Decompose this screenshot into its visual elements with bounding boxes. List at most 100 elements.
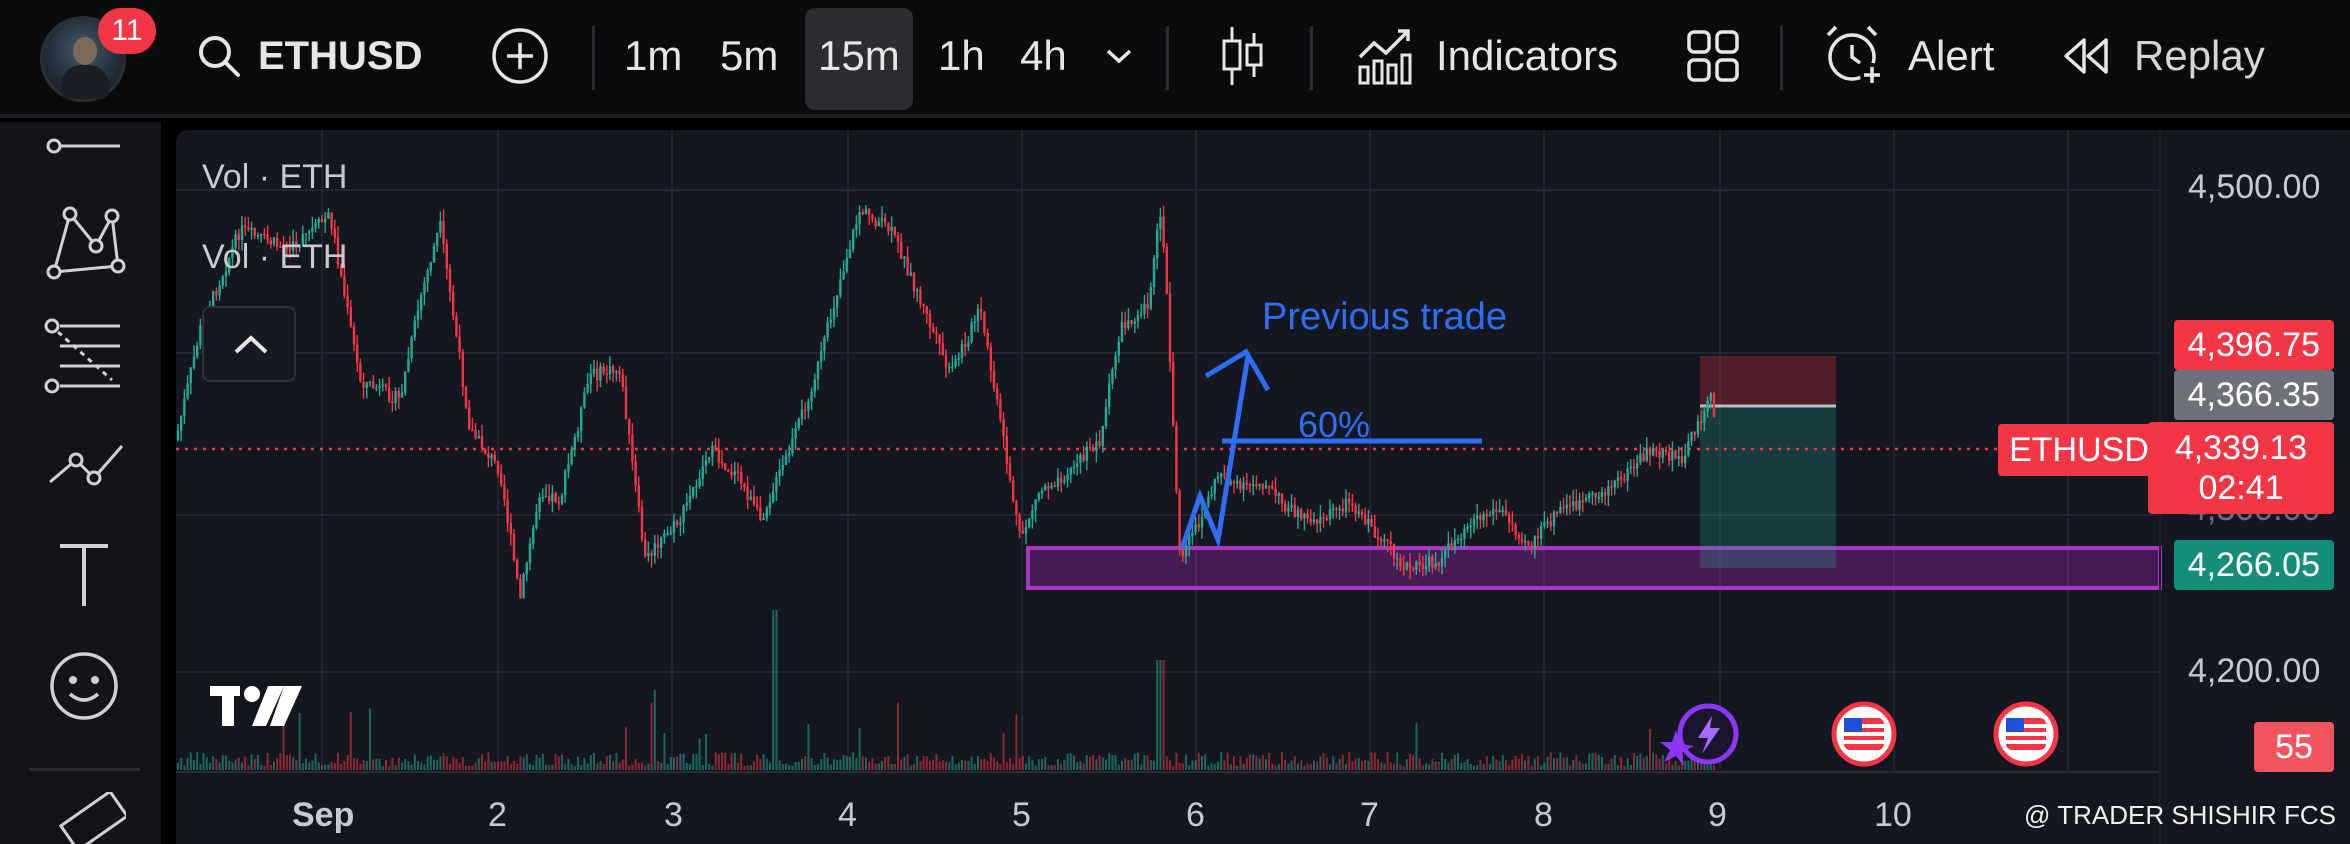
pattern-tool-icon[interactable] xyxy=(42,200,126,284)
path-tool-icon[interactable] xyxy=(42,424,126,508)
volume-bar xyxy=(394,765,397,770)
volume-bar xyxy=(1578,761,1581,770)
chart-type-button[interactable] xyxy=(1220,0,1266,112)
volume-bar xyxy=(209,762,211,770)
stop-price-tag[interactable]: 4,396.75 xyxy=(2173,320,2334,370)
percent-label[interactable]: 60% xyxy=(1298,404,1371,445)
volume-bar xyxy=(903,756,906,770)
candle-body xyxy=(663,533,666,538)
watermark-text: @ TRADER SHISHIR FCS xyxy=(2024,800,2336,830)
volume-value-tag[interactable]: 55 xyxy=(2254,722,2334,772)
demand-zone[interactable] xyxy=(1026,546,2162,590)
take-profit-zone[interactable] xyxy=(1700,406,1836,568)
symbol-search-button[interactable]: ETHUSD xyxy=(196,0,422,112)
avatar-head xyxy=(73,37,97,65)
volume-bar xyxy=(781,764,784,770)
text-tool-icon[interactable] xyxy=(42,532,126,616)
volume-bar xyxy=(1607,763,1610,770)
grid-lines xyxy=(176,130,2160,770)
previous-trade-arrow[interactable] xyxy=(1179,355,1251,550)
volume-bar xyxy=(1047,765,1050,770)
volume-bar xyxy=(391,758,394,770)
candle-body xyxy=(1159,216,1162,230)
volume-bar xyxy=(1034,765,1037,770)
candle-body xyxy=(682,505,685,523)
candle-body xyxy=(1543,522,1546,527)
volume-bar xyxy=(765,758,768,770)
candle-body xyxy=(848,249,852,259)
candle-body xyxy=(1434,562,1437,568)
indicators-button[interactable]: Indicators xyxy=(1356,0,1618,112)
candle-body xyxy=(829,319,832,323)
candle-body xyxy=(695,486,698,488)
volume-bar xyxy=(775,610,778,770)
current-price-tag[interactable]: 4,339.13 02:41 xyxy=(2148,422,2334,514)
volume-bar xyxy=(1213,764,1216,770)
candle-body xyxy=(1671,450,1674,461)
volume-bar xyxy=(1684,761,1687,770)
fib-tool-icon[interactable] xyxy=(42,312,126,396)
candle-body xyxy=(711,445,714,458)
stop-loss-zone[interactable] xyxy=(1700,356,1836,406)
candle-body xyxy=(1335,508,1338,510)
volume-bar xyxy=(817,764,819,770)
volume-bar xyxy=(1437,761,1440,770)
candle-body xyxy=(877,221,880,227)
symbol-price-tag[interactable]: ETHUSD xyxy=(1998,424,2160,476)
candle-body xyxy=(1216,476,1220,479)
timeframe-dropdown[interactable] xyxy=(1104,0,1134,112)
volume-bar xyxy=(551,764,554,770)
volume-bar xyxy=(1482,764,1485,770)
volume-bar xyxy=(849,757,851,770)
ruler-icon[interactable] xyxy=(42,792,126,844)
candle-body xyxy=(896,235,900,242)
volume-bar xyxy=(1613,755,1616,770)
volume-bar xyxy=(1677,765,1680,770)
volume-bar xyxy=(487,752,490,770)
candle-body xyxy=(1130,320,1133,324)
volume-bar xyxy=(871,757,874,770)
emoji-tool-icon[interactable] xyxy=(42,644,126,728)
timeframe-1m[interactable]: 1m xyxy=(624,32,683,79)
line-tool-icon[interactable] xyxy=(42,132,126,162)
candle-body xyxy=(1504,510,1508,515)
timeframe-5m[interactable]: 5m xyxy=(720,32,779,79)
timeframe-15m[interactable]: 15m xyxy=(818,32,900,79)
volume-bar xyxy=(1293,755,1296,770)
candle-body xyxy=(1712,393,1716,417)
entry-price-tag[interactable]: 4,366.35 xyxy=(2173,370,2334,420)
volume-bar xyxy=(1210,763,1213,770)
candle-body xyxy=(839,279,842,296)
candle-body xyxy=(656,543,660,548)
target-price-tag[interactable]: 4,266.05 xyxy=(2173,540,2334,590)
replay-button[interactable]: Replay xyxy=(2062,0,2265,112)
volume-legend[interactable]: Vol · ETH xyxy=(202,238,348,276)
candle-body xyxy=(1149,287,1152,309)
timeframe-4h[interactable]: 4h xyxy=(1020,32,1067,79)
candle-body xyxy=(1594,493,1597,498)
candle-body xyxy=(1002,419,1005,437)
layouts-button[interactable] xyxy=(1686,0,1740,112)
volume-bar xyxy=(375,758,378,770)
volume-bar xyxy=(378,759,381,770)
compare-add-button[interactable] xyxy=(490,0,550,112)
candle-body xyxy=(314,223,317,228)
lightning-event-icon[interactable] xyxy=(1660,703,1739,766)
collapse-legend-button[interactable] xyxy=(202,306,296,382)
volume-bar xyxy=(1098,754,1101,770)
candle-body xyxy=(272,237,276,245)
volume-bar xyxy=(327,764,330,770)
timeframe-1h[interactable]: 1h xyxy=(938,32,985,79)
candle-body xyxy=(778,470,781,477)
candle-body xyxy=(1428,556,1431,567)
volume-bar xyxy=(1485,756,1488,770)
volume-bar xyxy=(1076,762,1079,770)
volume-legend[interactable]: Vol · ETH xyxy=(202,158,348,196)
previous-trade-label[interactable]: Previous trade xyxy=(1262,296,1508,338)
us-flag-event-icon[interactable] xyxy=(1993,701,2059,767)
candle-body xyxy=(1293,505,1296,518)
alert-button[interactable]: Alert xyxy=(1822,0,1994,112)
us-flag-event-icon[interactable] xyxy=(1831,701,1897,767)
candle-body xyxy=(586,384,589,393)
